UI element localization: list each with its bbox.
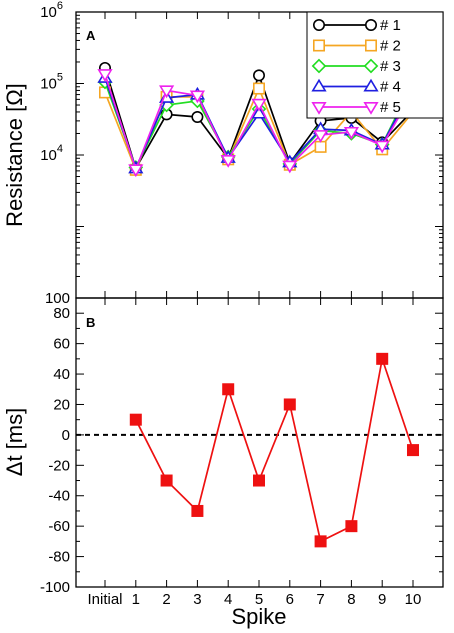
data-point: [376, 352, 389, 365]
legend-label: # 1: [380, 17, 401, 34]
legend-item: # 3: [311, 58, 401, 75]
y-tick-label: -40: [48, 488, 70, 505]
data-point: [343, 126, 360, 140]
panel-b-x-ticks: Initial 1 2 3 4 5 6 7 8 9 10: [87, 298, 421, 608]
data-point: [191, 504, 204, 517]
data-point: [345, 520, 358, 533]
panel-b-series: [129, 352, 419, 548]
x-tick-label: 5: [255, 591, 263, 608]
y-tick-label: 106: [40, 0, 63, 21]
panel-b-frame: [75, 297, 444, 588]
y-tick-label: 80: [53, 305, 70, 322]
legend-label: # 4: [380, 79, 401, 96]
y-tick-label: -80: [48, 549, 70, 566]
dt-series: [129, 352, 419, 548]
x-tick-label: 10: [405, 591, 422, 608]
data-point: [253, 82, 266, 95]
y-tick-exponent: 5: [57, 72, 63, 84]
legend-label: # 5: [380, 99, 401, 116]
panel-b: B -100 -80 -60 -40 -20 0 20 40 60 80 Initial 1 2 3 4 5…: [2, 297, 444, 629]
panel-b-label: B: [86, 315, 95, 330]
y-tick-label: 0: [62, 427, 70, 444]
legend-marker-right: [364, 39, 377, 52]
data-point: [191, 110, 204, 123]
x-tick-label: 9: [378, 591, 386, 608]
legend-marker-left: [311, 78, 327, 92]
y-tick-base: 10: [40, 4, 57, 21]
panel-a-label: A: [86, 28, 96, 43]
legend-item: # 2: [312, 38, 401, 55]
x-tick-label: 1: [132, 591, 140, 608]
y-tick-label: -60: [48, 518, 70, 535]
data-point: [251, 105, 267, 119]
y-tick-label: 40: [53, 366, 70, 383]
x-tick-label: 6: [286, 591, 294, 608]
x-tick-label: 2: [162, 591, 170, 608]
legend-marker-right: [364, 18, 377, 31]
panel-b-y-ticks: -100 -80 -60 -40 -20 0 20 40 60 80: [40, 305, 443, 596]
y-tick-label: -100: [40, 579, 70, 596]
data-point: [160, 474, 173, 487]
data-point: [374, 140, 390, 154]
data-point: [129, 413, 142, 426]
series-line: [135, 355, 414, 543]
legend: # 1 # 2 # 3 # 4 # 5: [306, 11, 444, 119]
y-tick-label: 104: [40, 143, 63, 164]
y-tick-label: 105: [40, 72, 63, 93]
y-tick-label: 100: [45, 290, 70, 307]
legend-marker-right: [363, 78, 379, 92]
data-point: [189, 90, 206, 104]
y-tick-base: 10: [40, 147, 57, 164]
legend-item: # 4: [311, 78, 401, 96]
y-tick-label: -20: [48, 457, 70, 474]
x-tick-label: 3: [193, 591, 201, 608]
data-point: [282, 160, 298, 174]
legend-items: # 1 # 2 # 3 # 4 # 5: [311, 17, 401, 116]
legend-label: # 2: [380, 38, 401, 55]
data-point: [312, 130, 329, 143]
y-tick-exponent: 6: [57, 0, 63, 12]
legend-marker-left: [312, 18, 325, 31]
x-axis-label: Spike: [231, 604, 286, 629]
panel-b-y-axis-label: Δt [ms]: [2, 408, 27, 476]
legend-marker-left: [311, 58, 327, 74]
legend-item: # 5: [311, 99, 401, 116]
data-point: [251, 98, 267, 112]
y-tick-exponent: 4: [57, 143, 63, 155]
series-5: [97, 69, 421, 178]
legend-marker-left: [311, 102, 327, 115]
data-point: [128, 164, 144, 178]
data-point: [253, 69, 266, 82]
data-point: [220, 155, 236, 168]
data-point: [222, 383, 235, 396]
data-point: [314, 535, 327, 548]
data-point: [97, 69, 113, 82]
legend-marker-left: [312, 39, 325, 52]
data-point: [406, 444, 419, 457]
data-point: [253, 474, 266, 487]
data-point: [158, 85, 175, 99]
y-tick-label: 60: [53, 336, 70, 353]
x-tick-label: 8: [347, 591, 355, 608]
panel-a-y-axis-label: Resistance [Ω]: [2, 83, 27, 227]
legend-marker-right: [363, 58, 379, 74]
legend-marker-right: [363, 102, 379, 115]
y-tick-label: 20: [53, 396, 70, 413]
y-tick-base: 10: [40, 76, 57, 93]
x-tick-label: Initial: [87, 591, 122, 608]
legend-item: # 1: [312, 17, 401, 34]
x-tick-label: 4: [224, 591, 232, 608]
data-point: [283, 398, 296, 411]
x-tick-label: 7: [316, 591, 324, 608]
legend-label: # 3: [380, 58, 401, 75]
data-point: [314, 140, 327, 153]
